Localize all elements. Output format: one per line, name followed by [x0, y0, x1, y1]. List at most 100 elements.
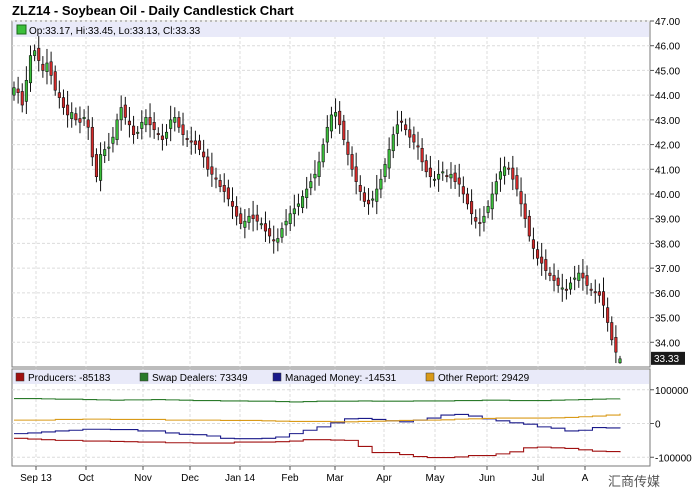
cot-series-line	[14, 413, 621, 423]
candle-body	[136, 131, 140, 134]
candle-body	[354, 166, 358, 182]
candle-body	[321, 144, 325, 163]
candle-body	[375, 188, 379, 202]
candle-body	[37, 47, 41, 61]
candle-body	[416, 145, 420, 148]
candle-body	[78, 118, 82, 123]
candle-body	[226, 187, 230, 200]
candle-body	[247, 215, 251, 223]
candle-body	[140, 122, 144, 129]
x-tick-label: Apr	[376, 473, 392, 484]
candle-body	[366, 199, 371, 205]
candle-body	[379, 178, 383, 190]
candle-body	[313, 173, 317, 179]
x-tick-label: Feb	[281, 473, 299, 484]
price-tick-label: 46.00	[655, 42, 680, 53]
candle-body	[164, 131, 169, 139]
x-tick-label: Dec	[181, 473, 199, 484]
x-tick-label: A	[582, 473, 589, 484]
candle-body	[53, 71, 57, 91]
candle-body	[12, 87, 16, 96]
candle-body	[412, 134, 416, 143]
candle-body	[222, 185, 226, 192]
candle-body	[564, 288, 568, 291]
candle-body	[94, 154, 98, 177]
candle-body	[268, 228, 272, 237]
last-price-label: 33.33	[654, 354, 679, 365]
candle-body	[189, 140, 193, 143]
last-price-box	[651, 351, 685, 365]
candle-body	[276, 238, 280, 243]
candle-body	[202, 151, 206, 158]
candle-body	[235, 206, 239, 217]
candle-body	[614, 337, 618, 353]
candle-body	[86, 119, 90, 128]
cot-tick-label: 0	[655, 420, 661, 431]
cot-legend-label: Managed Money: -14531	[285, 373, 397, 384]
candle-body	[49, 61, 53, 76]
candle-body	[404, 124, 408, 131]
cot-series-line	[14, 397, 621, 403]
cot-legend-label: Other Report: 29429	[438, 373, 530, 384]
candle-body	[536, 249, 540, 259]
cot-panel-frame	[11, 368, 651, 467]
candle-body	[342, 120, 346, 140]
candle-body	[255, 214, 259, 222]
x-tick-label: Jan 14	[225, 473, 255, 484]
candle-body	[408, 129, 412, 138]
cot-legend-label: Producers: -85183	[28, 373, 111, 384]
cot-legend-label: Swap Dealers: 73349	[152, 373, 248, 384]
candle-body	[24, 80, 28, 102]
candle-body	[334, 112, 338, 117]
candle-body	[420, 147, 424, 163]
watermark: 汇商传媒	[608, 475, 661, 490]
candle-body	[206, 156, 210, 170]
cot-legend-bar	[13, 370, 649, 384]
candle-body	[325, 126, 329, 143]
candle-body	[494, 181, 498, 195]
candle-body	[527, 215, 531, 237]
candle-body	[127, 120, 131, 126]
candle-body	[474, 217, 478, 222]
candle-body	[428, 167, 432, 178]
candle-body	[441, 171, 445, 174]
candle-body	[57, 92, 61, 98]
candle-body	[544, 259, 548, 271]
x-tick-label: Nov	[134, 473, 152, 484]
candle-body	[597, 291, 601, 296]
ohlc-legend-text: Op:33.17, Hi:33.45, Lo:33.13, Cl:33.33	[29, 26, 201, 37]
candle-body	[338, 110, 342, 126]
candle-body	[33, 50, 37, 56]
candle-body	[20, 91, 24, 106]
candle-body	[90, 126, 94, 158]
candle-body	[577, 272, 581, 281]
candle-body	[457, 177, 461, 185]
ohlc-legend-swatch	[16, 24, 27, 35]
cot-tick-label: -100000	[655, 453, 692, 464]
candle-body	[181, 124, 185, 135]
candle-body	[28, 55, 33, 84]
candle-body	[156, 133, 160, 135]
candles	[12, 36, 622, 364]
price-tick-label: 40.00	[655, 190, 680, 201]
candle-body	[540, 256, 544, 264]
candle-body	[210, 166, 214, 175]
candle-body	[197, 140, 202, 150]
candle-body	[272, 239, 276, 242]
candle-body	[243, 220, 247, 228]
candle-body	[132, 125, 136, 135]
candle-body	[470, 201, 474, 215]
candle-body	[383, 164, 387, 177]
price-tick-label: 42.00	[655, 141, 680, 152]
candle-body	[45, 62, 49, 72]
candle-body	[185, 138, 189, 140]
candle-body	[391, 134, 395, 152]
candle-body	[610, 322, 614, 341]
candle-body	[465, 193, 470, 205]
x-tick-label: Oct	[78, 473, 94, 484]
candle-body	[259, 223, 263, 226]
candle-body	[103, 149, 107, 156]
candle-body	[251, 214, 255, 220]
candle-body	[445, 175, 449, 177]
